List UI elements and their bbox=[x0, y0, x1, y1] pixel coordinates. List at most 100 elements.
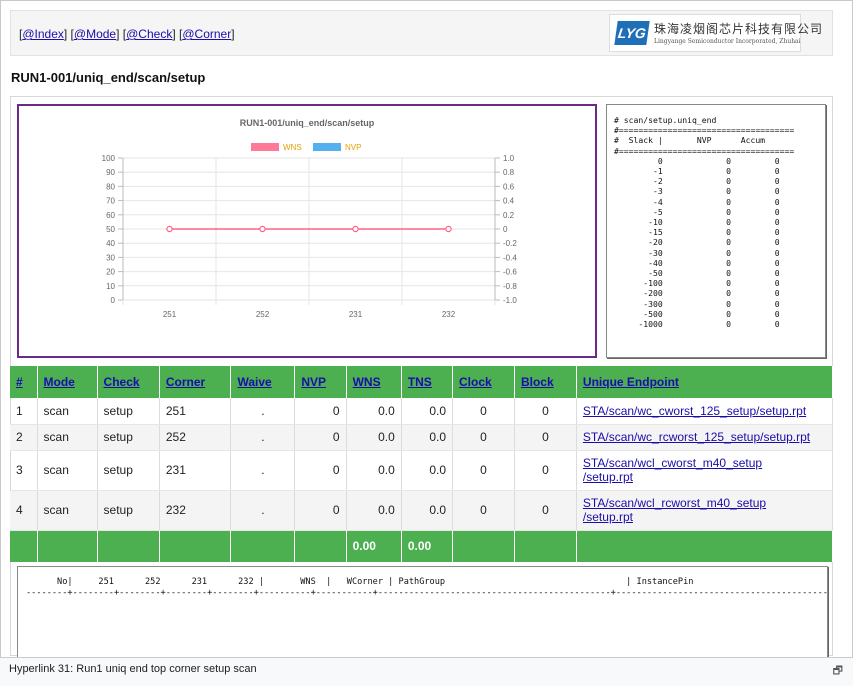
slack-report-title: # scan/setup.uniq_end bbox=[614, 115, 717, 125]
series-point-wns bbox=[166, 225, 173, 233]
path-report-text: No| 251 252 231 232 | WNS | WCorner | Pa… bbox=[18, 567, 827, 599]
cell-clock: 0 bbox=[452, 490, 515, 531]
company-logo: LYG 珠海凌烟阁芯片科技有限公司 Lingyange Semiconducto… bbox=[609, 14, 822, 52]
cell-wns: 0.0 bbox=[346, 398, 402, 425]
slack-report-row: -40 0 0 bbox=[648, 257, 780, 268]
path-report-rule: --------+--------+--------+--------+----… bbox=[26, 588, 828, 598]
cell-check: setup bbox=[97, 450, 160, 491]
endpoint-link[interactable]: STA/scan/wc_cworst_125_setup/setup.rpt bbox=[582, 403, 807, 418]
series-point-wns bbox=[259, 225, 266, 233]
nav-link-index[interactable]: @Index bbox=[22, 27, 64, 41]
nav-link-check[interactable]: @Check bbox=[126, 27, 173, 41]
right-tick-label: 0.8 bbox=[503, 168, 515, 177]
slack-report-box: # scan/setup.uniq_end #=================… bbox=[606, 104, 826, 358]
cell-block: 0 bbox=[514, 424, 577, 451]
series-point-wns bbox=[445, 225, 452, 233]
logo-chinese-name: 珠海凌烟阁芯片科技有限公司 bbox=[654, 22, 824, 36]
cell-corner: 232 bbox=[159, 490, 232, 531]
x-tick-label: 252 bbox=[256, 310, 270, 319]
slack-report-row: -2 0 0 bbox=[652, 176, 780, 187]
cell-tns: 0.0 bbox=[401, 490, 454, 531]
left-tick-label: 50 bbox=[106, 225, 115, 234]
x-tick-label: 251 bbox=[163, 310, 177, 319]
cell-clock: 0 bbox=[452, 424, 515, 451]
nav-link-mode[interactable]: @Mode bbox=[73, 27, 117, 41]
legend-label-wns: WNS bbox=[283, 143, 302, 152]
col-header-clock[interactable]: Clock bbox=[459, 375, 492, 389]
slack-report-row: -4 0 0 bbox=[652, 196, 780, 207]
table-header-row: # Mode Check Corner Waive NVP WNS TNS Cl… bbox=[10, 366, 834, 398]
results-table: # Mode Check Corner Waive NVP WNS TNS Cl… bbox=[10, 366, 834, 562]
cell-tns: 0.0 bbox=[401, 450, 454, 491]
slack-report-row: -5 0 0 bbox=[652, 206, 780, 217]
legend-swatch-wns bbox=[251, 143, 279, 151]
endpoint-link-part[interactable]: STA/scan/wcl_cworst_m40_setup bbox=[582, 456, 763, 470]
cell-waive: . bbox=[230, 450, 296, 491]
col-header-index[interactable]: # bbox=[16, 375, 23, 389]
endpoint-link-part[interactable]: STA/scan/wcl_rcworst_m40_setup bbox=[582, 496, 767, 510]
table-row: 2 scan setup 252 . 0 0.0 0.0 0 0 STA/sca… bbox=[10, 424, 834, 451]
x-tick-label: 232 bbox=[442, 310, 456, 319]
col-header-unique-endpoint[interactable]: Unique Endpoint bbox=[582, 375, 679, 389]
chart-container: RUN1-001/uniq_end/scan/setup WNS NVP 100 90 8… bbox=[17, 104, 597, 358]
slack-report-row: -50 0 0 bbox=[648, 268, 780, 279]
table-row: 4 scan setup 232 . 0 0.0 0.0 0 0 STA/sca… bbox=[10, 490, 834, 531]
left-tick-label: 30 bbox=[106, 253, 115, 262]
endpoint-link[interactable]: STA/scan/wcl_rcworst_m40_setup/setup.rpt bbox=[583, 496, 766, 524]
right-tick-label: 0.4 bbox=[503, 197, 515, 206]
right-tick-label: -0.8 bbox=[503, 282, 517, 291]
endpoint-link[interactable]: STA/scan/wc_rcworst_125_setup/setup.rpt bbox=[582, 430, 811, 444]
cell-mode: scan bbox=[37, 490, 98, 531]
col-header-nvp[interactable]: NVP bbox=[301, 375, 327, 389]
cell-block: 0 bbox=[514, 490, 577, 531]
left-tick-label: 80 bbox=[106, 182, 115, 191]
cell-block: 0 bbox=[514, 398, 577, 425]
caption-text: Hyperlink 31: Run1 uniq end top corner s… bbox=[9, 663, 257, 675]
cell-block: 0 bbox=[514, 450, 577, 491]
slack-report-row: -15 0 0 bbox=[648, 227, 780, 238]
col-header-check[interactable]: Check bbox=[103, 375, 140, 389]
cell-waive: . bbox=[230, 490, 296, 531]
cell-index: 4 bbox=[10, 490, 38, 531]
cell-index: 3 bbox=[10, 450, 38, 491]
left-tick-label: 100 bbox=[102, 154, 116, 163]
endpoint-link-part[interactable]: /setup.rpt bbox=[582, 510, 633, 524]
right-tick-label: -0.2 bbox=[503, 239, 517, 248]
cell-mode: scan bbox=[37, 424, 98, 451]
nav-link-corner[interactable]: @Corner bbox=[182, 27, 232, 41]
col-header-tns[interactable]: TNS bbox=[407, 375, 432, 389]
cell-check: setup bbox=[97, 398, 160, 425]
right-tick-label: -0.6 bbox=[503, 268, 517, 277]
slack-report-row: -3 0 0 bbox=[652, 186, 780, 197]
cell-wns: 0.0 bbox=[346, 490, 402, 531]
col-header-corner[interactable]: Corner bbox=[165, 375, 206, 389]
series-point-wns bbox=[352, 225, 359, 233]
x-tick-label: 231 bbox=[349, 310, 363, 319]
endpoint-link[interactable]: STA/scan/wcl_cworst_m40_setup/setup.rpt bbox=[583, 456, 762, 484]
right-tick-label: 1.0 bbox=[503, 154, 515, 163]
left-tick-label: 10 bbox=[106, 282, 115, 291]
col-header-wns[interactable]: WNS bbox=[352, 375, 381, 389]
col-header-block[interactable]: Block bbox=[520, 375, 554, 389]
cell-corner: 231 bbox=[159, 450, 232, 491]
col-header-mode[interactable]: Mode bbox=[43, 375, 75, 389]
col-header-waive[interactable]: Waive bbox=[237, 375, 272, 389]
slack-report-row: -10 0 0 bbox=[648, 217, 780, 228]
left-tick-label: 90 bbox=[106, 168, 115, 177]
nav-bar: [@Index] [@Mode] [@Check] [@Corner] LYG … bbox=[10, 10, 833, 56]
footer-wns-total: 0.00 bbox=[346, 530, 402, 562]
slack-report-header: # Slack | NVP Accum bbox=[614, 135, 766, 146]
cell-corner: 251 bbox=[159, 398, 232, 425]
page-title: RUN1-001/uniq_end/scan/setup bbox=[11, 70, 206, 85]
chart-title: RUN1-001/uniq_end/scan/setup bbox=[240, 118, 375, 128]
expand-icon[interactable]: 🗗 bbox=[832, 665, 843, 677]
cell-nvp: 0 bbox=[294, 450, 347, 491]
slack-report-row: -500 0 0 bbox=[643, 308, 780, 319]
cell-endpoint: STA/scan/wcl_cworst_m40_setup/setup.rpt bbox=[576, 450, 834, 491]
slack-report-row: -1000 0 0 bbox=[614, 319, 780, 330]
left-tick-label: 60 bbox=[106, 211, 115, 220]
slack-report-row: -30 0 0 bbox=[648, 247, 780, 258]
nav-links: [@Index] [@Mode] [@Check] [@Corner] bbox=[19, 27, 235, 41]
endpoint-link-part[interactable]: /setup.rpt bbox=[582, 470, 633, 484]
